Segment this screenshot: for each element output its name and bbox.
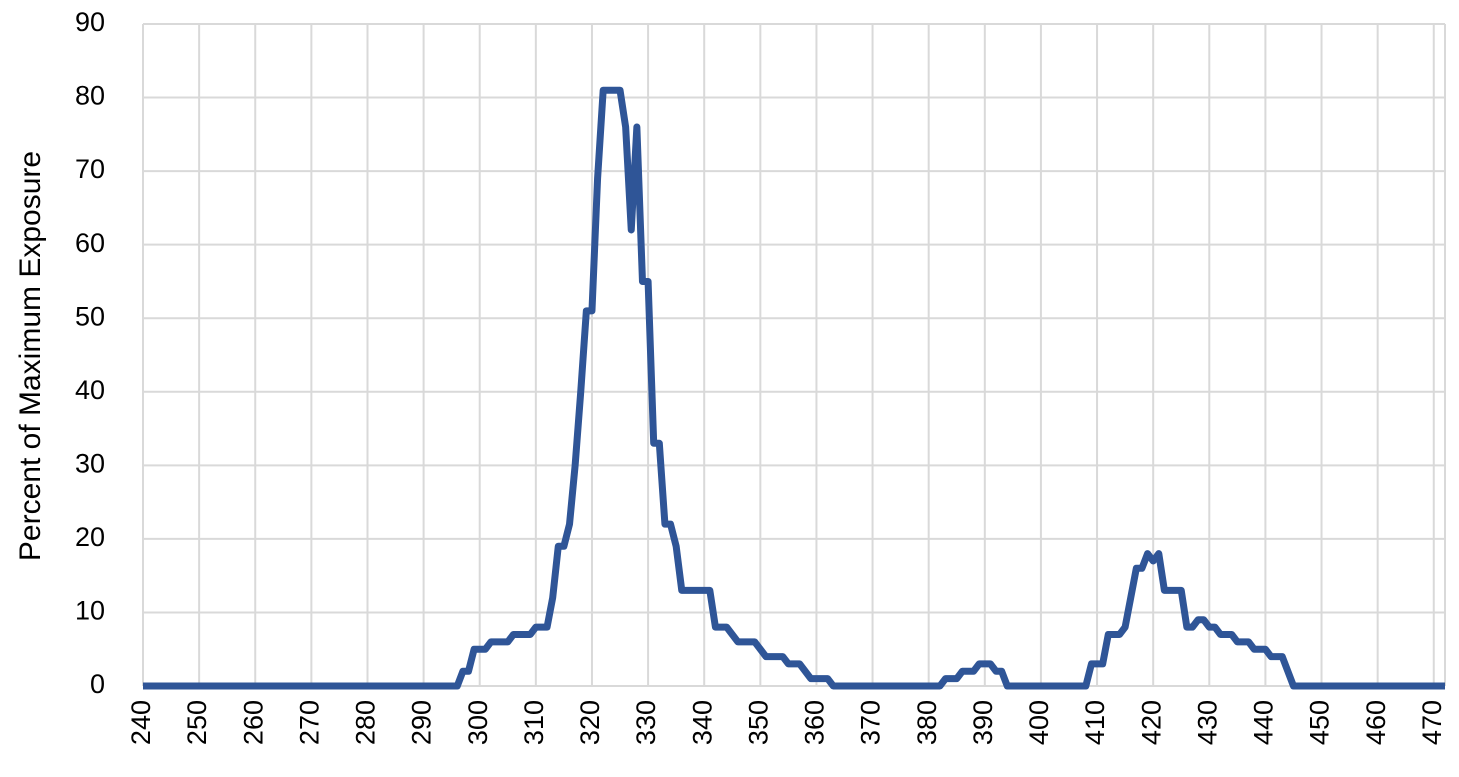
x-tick-label: 370 xyxy=(856,700,886,745)
x-tick-label: 320 xyxy=(575,700,605,745)
x-tick-label: 300 xyxy=(463,700,493,745)
x-tick-label: 280 xyxy=(351,700,381,745)
x-tick-label: 260 xyxy=(238,700,268,745)
x-tick-label: 380 xyxy=(912,700,942,745)
x-tick-label: 310 xyxy=(519,700,549,745)
x-tick-label: 360 xyxy=(800,700,830,745)
x-tick-label: 410 xyxy=(1080,700,1110,745)
data-line xyxy=(143,86,1445,690)
x-tick-label: 330 xyxy=(631,700,661,745)
y-tick-label: 70 xyxy=(75,154,105,184)
y-tick-label: 30 xyxy=(75,448,105,478)
y-tick-label: 0 xyxy=(90,669,105,699)
x-tick-label: 250 xyxy=(182,700,212,745)
x-tick-label: 340 xyxy=(687,700,717,745)
x-tick-label: 440 xyxy=(1249,700,1279,745)
x-tick-label: 460 xyxy=(1361,700,1391,745)
x-tick-label: 350 xyxy=(743,700,773,745)
x-tick-label: 400 xyxy=(1024,700,1054,745)
x-tick-label: 390 xyxy=(968,700,998,745)
y-tick-label: 90 xyxy=(75,7,105,37)
y-tick-label: 50 xyxy=(75,301,105,331)
y-tick-label: 20 xyxy=(75,522,105,552)
x-tick-label: 430 xyxy=(1192,700,1222,745)
y-tick-label: 60 xyxy=(75,228,105,258)
x-tick-label: 450 xyxy=(1305,700,1335,745)
y-tick-label: 40 xyxy=(75,375,105,405)
x-tick-label: 290 xyxy=(407,700,437,745)
x-tick-label: 270 xyxy=(294,700,324,745)
y-tick-label: 80 xyxy=(75,81,105,111)
x-tick-label: 420 xyxy=(1136,700,1166,745)
y-tick-label: 10 xyxy=(75,596,105,626)
x-tick-label: 470 xyxy=(1417,700,1447,745)
y-axis-title: Percent of Maximum Exposure xyxy=(14,151,47,561)
x-tick-label: 240 xyxy=(126,700,156,745)
